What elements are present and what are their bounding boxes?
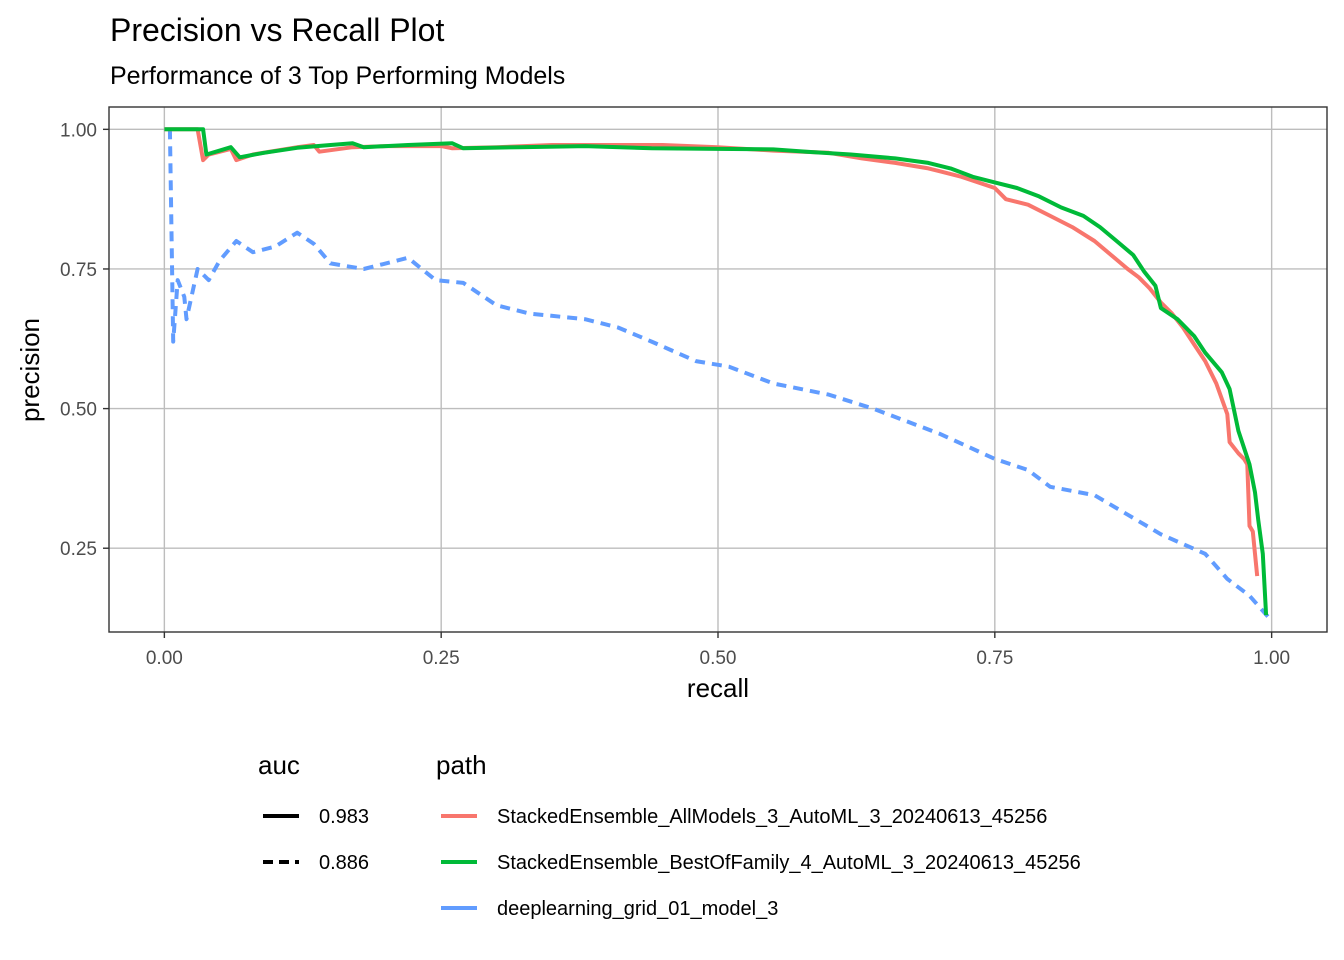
series-line-2	[167, 129, 1274, 623]
x-tick-label: 0.50	[700, 648, 737, 669]
y-tick-label: 1.00	[60, 120, 97, 141]
gridlines	[109, 107, 1327, 632]
legend-path-label-2: deeplearning_grid_01_model_3	[497, 898, 778, 920]
legend-path-title: path	[436, 750, 487, 780]
legend-path-label-0: StackedEnsemble_AllModels_3_AutoML_3_202…	[497, 806, 1047, 828]
x-tick-label: 0.75	[976, 648, 1013, 669]
legend-auc-title: auc	[258, 750, 300, 780]
chart-subtitle: Performance of 3 Top Performing Models	[110, 62, 565, 90]
y-tick-label: 0.50	[60, 400, 97, 421]
legend-auc-label-0: 0.983	[319, 806, 369, 828]
legend: auc 0.983 0.886 path StackedEnsemble_All…	[258, 750, 1081, 920]
x-tick-label: 0.00	[146, 648, 183, 669]
y-tick-label: 0.25	[60, 539, 97, 560]
legend-auc-label-1: 0.886	[319, 852, 369, 874]
y-tick-label: 0.75	[60, 260, 97, 281]
x-tick-label: 1.00	[1253, 648, 1290, 669]
series-line-1	[164, 127, 1269, 616]
axis-ticks: 0.00 0.25 0.50 0.75 1.00 0.25 0.50 0.75 1.00	[60, 120, 1290, 669]
x-tick-label: 0.25	[423, 648, 460, 669]
series-lines	[164, 127, 1274, 623]
y-axis-title: precision	[15, 318, 45, 422]
chart-title: Precision vs Recall Plot	[110, 12, 444, 48]
legend-path-label-1: StackedEnsemble_BestOfFamily_4_AutoML_3_…	[497, 852, 1081, 874]
x-axis-title: recall	[687, 673, 749, 703]
